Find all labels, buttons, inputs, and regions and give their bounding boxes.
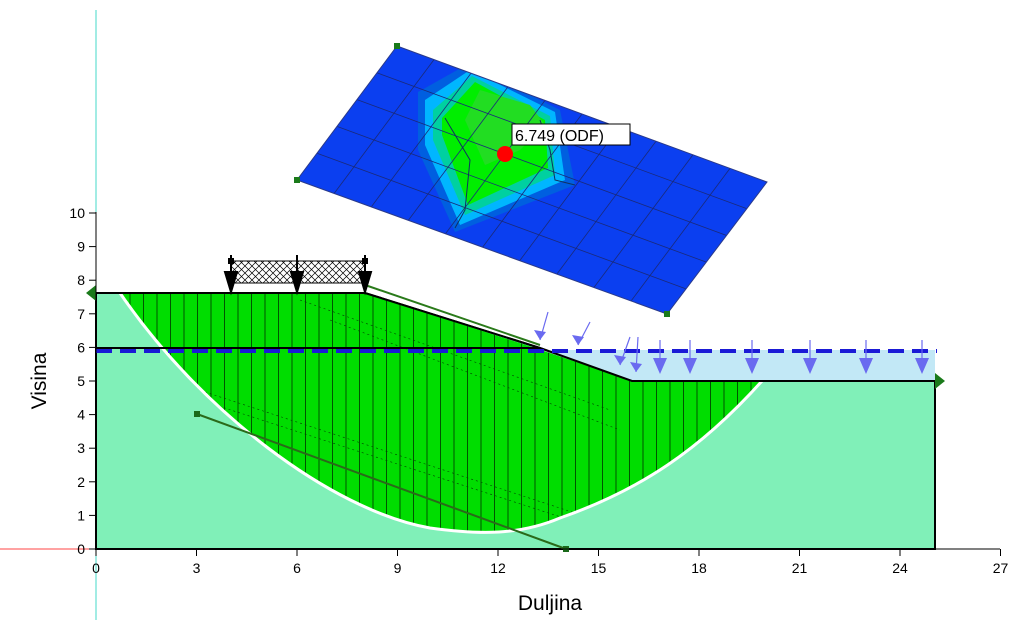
y-tick-label: 2	[77, 474, 85, 490]
x-tick-label: 15	[591, 560, 607, 576]
y-tick-label: 3	[77, 440, 85, 456]
y-tick-label: 10	[69, 205, 85, 221]
y-tick-label: 1	[77, 507, 85, 523]
surcharge-arrows	[223, 255, 373, 296]
x-tick-label: 27	[993, 560, 1009, 576]
ponded-water	[540, 350, 935, 381]
grid-corner-marker	[664, 311, 670, 317]
grid-corner-marker	[294, 177, 300, 183]
y-axis-title: Visina	[28, 352, 51, 409]
slip-mass	[120, 293, 762, 533]
x-tick-label: 24	[892, 560, 908, 576]
anchor-line	[196, 413, 567, 550]
boundary-triangle-icon-right	[935, 373, 945, 389]
water-pressure-arrows-icon	[534, 311, 929, 374]
x-axis: 0 3 6 9 12 15 18 21 24 27	[92, 548, 1009, 576]
critical-center-point[interactable]	[497, 146, 513, 162]
odf-label: 6.749 (ODF)	[515, 128, 604, 145]
x-tick-label: 6	[293, 560, 301, 576]
y-tick-label: 6	[77, 339, 85, 355]
x-tick-label: 18	[691, 560, 707, 576]
y-tick-label: 9	[77, 239, 85, 255]
slip-surface-curve	[118, 292, 764, 534]
boundary-triangle-icon-left	[86, 285, 96, 301]
x-tick-label: 0	[92, 560, 100, 576]
x-tick-label: 9	[394, 560, 402, 576]
y-tick-label: 0	[77, 541, 85, 557]
surcharge-arrowhead	[223, 271, 239, 296]
x-tick-label: 21	[792, 560, 808, 576]
y-tick-label: 7	[77, 306, 85, 322]
surcharge-arrowhead	[357, 271, 373, 296]
y-tick-label: 5	[77, 373, 85, 389]
y-tick-label: 4	[77, 407, 85, 423]
odf-contour-grid	[294, 43, 768, 317]
anchor-head-marker	[194, 411, 200, 417]
seepage-lines	[199, 299, 621, 521]
grid-corner-marker	[394, 43, 400, 49]
x-tick-label: 3	[193, 560, 201, 576]
slope-offset-line	[364, 284, 541, 346]
surcharge-arrowhead	[289, 271, 305, 296]
x-tick-label: 12	[490, 560, 506, 576]
y-tick-label: 8	[77, 272, 85, 288]
x-axis-title: Duljina	[518, 592, 583, 615]
y-axis: 0 1 2 3 4 5 6 7 8 9 10	[69, 205, 97, 557]
odf-label-box	[511, 123, 631, 146]
